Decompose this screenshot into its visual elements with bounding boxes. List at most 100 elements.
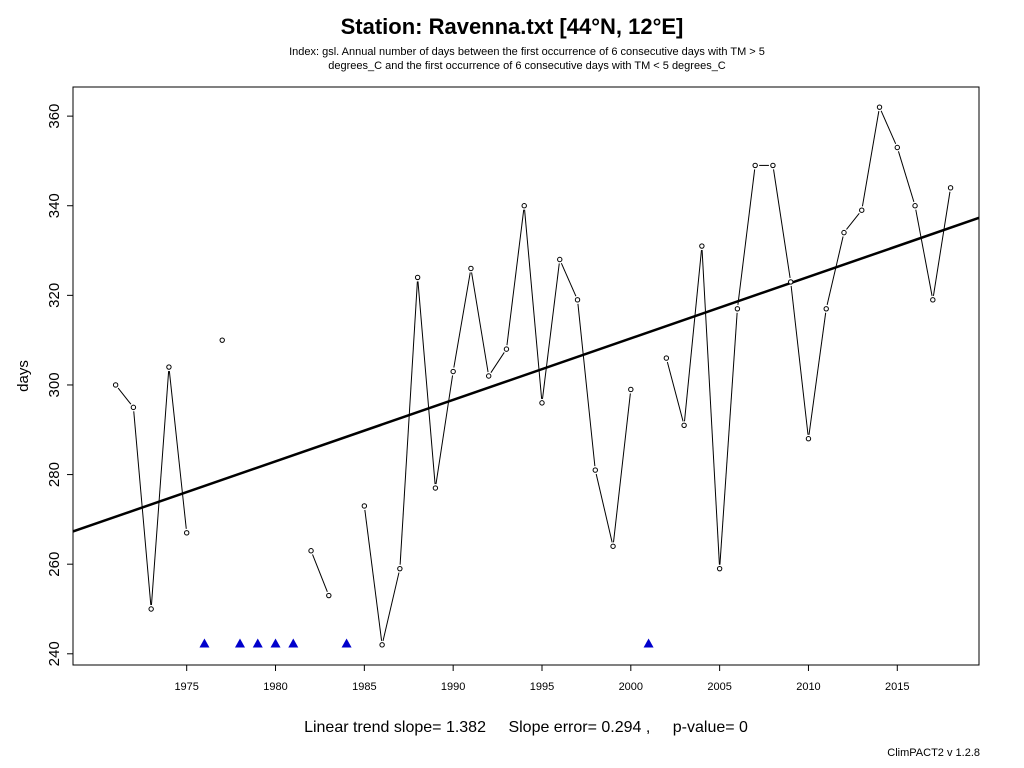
data-point: [947, 185, 954, 191]
series-segment: [117, 387, 132, 405]
series-segment: [613, 393, 631, 543]
x-axis: 1975 1980 1985 1990 1995 2000 2005 2010 2015: [174, 665, 910, 693]
y-tick-label: 280: [46, 462, 63, 487]
data-point: [183, 530, 190, 536]
series-segment: [364, 509, 383, 641]
y-tick-label: 300: [46, 372, 63, 397]
data-point: [450, 368, 456, 375]
series-segment: [577, 303, 596, 467]
data-point: [592, 467, 598, 473]
series-segment: [808, 312, 827, 435]
missing-year-marker: [288, 638, 299, 648]
x-tick-label: 2010: [796, 681, 820, 693]
x-tick-label: 2015: [885, 681, 909, 693]
data-point: [503, 346, 510, 352]
data-point: [859, 207, 865, 213]
data-point: [628, 386, 634, 393]
x-tick-label: 1985: [352, 681, 376, 693]
series-segment: [897, 151, 915, 203]
series-segment: [595, 473, 613, 543]
chart-title: Station: Ravenna.txt [44°N, 12°E]: [340, 14, 684, 39]
data-point: [876, 104, 883, 110]
trend-slope-error: Slope error= 0.294 ,: [508, 719, 651, 736]
data-point: [912, 203, 918, 209]
data-point: [787, 279, 794, 285]
trend-slope: Linear trend slope= 1.382: [304, 719, 486, 736]
missing-year-marker: [252, 638, 263, 648]
data-point: [521, 203, 527, 209]
data-point: [166, 364, 172, 370]
x-tick-label: 2000: [619, 681, 643, 693]
y-tick-label: 240: [46, 641, 63, 666]
data-point: [326, 592, 332, 599]
data-point: [823, 306, 829, 312]
series-segment: [861, 111, 880, 207]
data-point: [557, 256, 563, 263]
series-segment: [932, 191, 951, 296]
data-point: [663, 355, 670, 361]
data-point: [539, 400, 545, 406]
series-points: [112, 104, 954, 648]
data-point: [930, 297, 936, 303]
subtitle-line-2: degrees_C and the first occurrence of 6 …: [328, 60, 726, 72]
subtitle-line-1: Index: gsl. Annual number of days betwee…: [289, 46, 765, 58]
series-segment: [399, 281, 418, 565]
data-point: [574, 297, 581, 303]
series-segment: [790, 285, 809, 435]
series-segment: [880, 110, 897, 145]
missing-year-marker: [341, 638, 352, 648]
series-segment: [382, 572, 400, 642]
y-tick-label: 260: [46, 552, 63, 577]
series-segment: [312, 554, 328, 593]
missing-year-marker: [643, 638, 654, 648]
y-axis-label: days: [15, 360, 32, 392]
data-point: [699, 243, 705, 249]
series-segment: [417, 281, 436, 485]
trend-stats: Linear trend slope= 1.382 Slope error= 0…: [0, 719, 1024, 737]
data-point: [734, 306, 741, 312]
plot-frame: [72, 86, 980, 666]
trend-p-value: p-value= 0: [672, 719, 748, 736]
series-segment: [560, 262, 577, 297]
series-segment: [826, 236, 844, 306]
x-tick-label: 1995: [530, 681, 554, 693]
missing-year-marker: [234, 638, 245, 648]
series-segment: [150, 370, 170, 606]
data-point: [770, 162, 776, 169]
data-point: [841, 229, 847, 236]
data-point: [468, 265, 474, 272]
data-point: [432, 485, 439, 491]
x-tick-label: 1975: [174, 681, 198, 693]
data-point: [130, 404, 137, 411]
series-segment: [773, 169, 791, 279]
x-tick-label: 1990: [441, 681, 465, 693]
data-point: [308, 548, 314, 554]
x-tick-label: 1980: [263, 681, 287, 693]
y-tick-label: 340: [46, 193, 63, 218]
missing-year-markers: [199, 638, 654, 648]
x-tick-label: 2005: [707, 681, 731, 693]
data-point: [148, 606, 154, 612]
data-point: [361, 503, 368, 509]
series-segment: [506, 209, 525, 346]
series-segment: [133, 411, 152, 606]
y-tick-label: 360: [46, 104, 63, 129]
data-point: [716, 565, 723, 572]
data-point: [610, 543, 616, 549]
data-point: [397, 565, 403, 572]
series-segment: [701, 250, 720, 565]
software-credit: ClimPACT2 v 1.2.8: [887, 747, 980, 759]
series-segment: [490, 352, 505, 373]
series-segment: [435, 375, 454, 485]
series-segment: [684, 249, 702, 422]
series-segment: [168, 370, 187, 529]
data-point: [681, 422, 687, 428]
series-segment: [666, 361, 684, 422]
missing-year-marker: [199, 638, 210, 648]
series-segment: [846, 213, 860, 230]
y-axis: 240 260 280 300 320 340 360: [46, 104, 73, 666]
y-tick-label: 320: [46, 283, 63, 308]
series-segment: [915, 209, 933, 296]
data-point: [752, 162, 758, 169]
